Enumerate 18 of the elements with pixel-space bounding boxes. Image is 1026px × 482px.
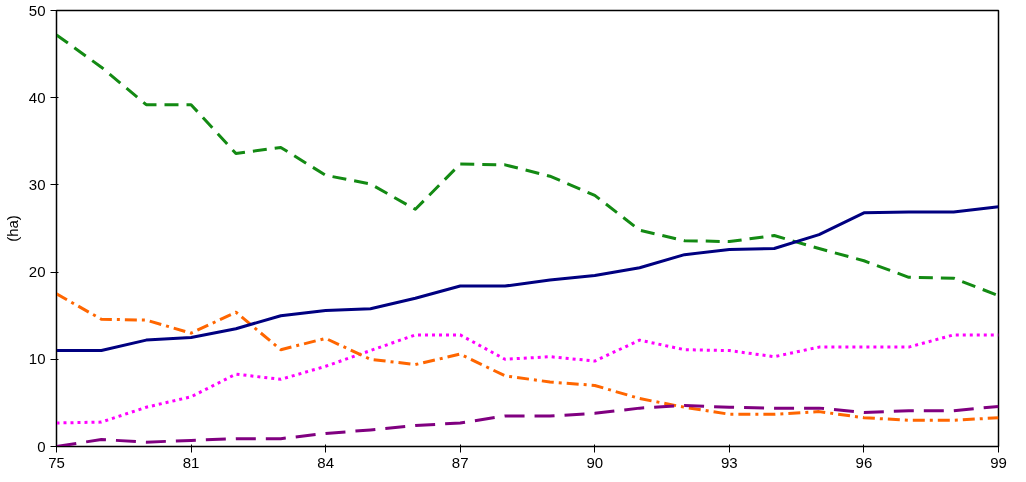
line-series xyxy=(56,205,999,353)
y-tick-label: 30 xyxy=(28,175,46,193)
x-tick-label: 96 xyxy=(855,453,873,471)
x-tick-label: 81 xyxy=(182,453,200,471)
y-tick-label: 50 xyxy=(28,1,46,19)
y-axis-title: (ha) xyxy=(3,215,21,242)
x-tick-label: 75 xyxy=(48,453,65,471)
x-tick-label: 93 xyxy=(721,453,738,471)
line-series xyxy=(56,292,999,422)
y-tick-label: 20 xyxy=(28,263,46,281)
x-tick-label: 84 xyxy=(317,453,334,471)
line-series xyxy=(56,33,999,298)
y-tick-label: 40 xyxy=(28,88,46,106)
y-tick-label: 0 xyxy=(37,437,46,455)
x-tick-label: 99 xyxy=(990,453,1007,471)
x-tick-label: 87 xyxy=(451,453,469,471)
x-tick-label: 90 xyxy=(586,453,604,471)
y-tick-label: 10 xyxy=(28,350,46,368)
